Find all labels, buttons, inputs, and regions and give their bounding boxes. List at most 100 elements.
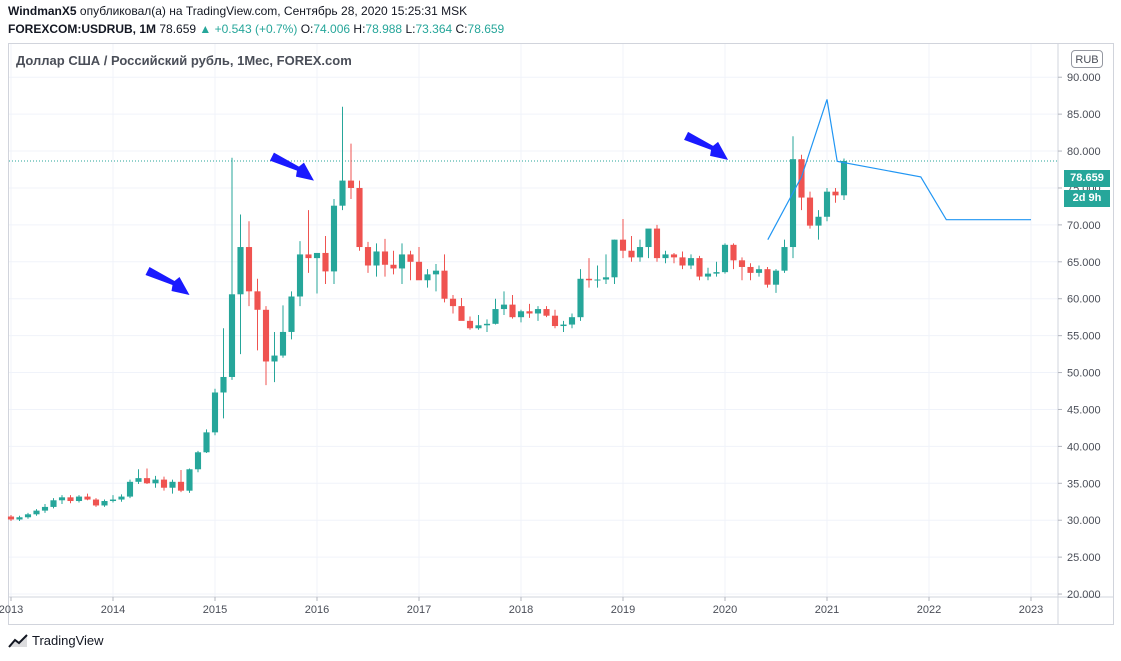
- y-tick-label: 45.000: [1067, 404, 1101, 416]
- candle-body-up: [636, 247, 644, 258]
- candle-body-up: [713, 272, 720, 274]
- candle-body-down: [254, 291, 261, 310]
- candle-body-down: [177, 481, 185, 491]
- candle-body-up: [424, 274, 431, 281]
- candle-body-down: [730, 244, 737, 261]
- candle-body-down: [509, 304, 516, 318]
- candle-body-up: [789, 159, 797, 248]
- candle-body-up: [169, 481, 176, 488]
- candle-body-down: [364, 247, 372, 266]
- candle-body-up: [296, 254, 304, 297]
- candle-body-up: [109, 499, 117, 502]
- candle-body-up: [492, 309, 499, 324]
- low-label: L:: [405, 22, 416, 36]
- candle-body-down: [458, 306, 465, 321]
- x-tick-label: 2022: [917, 604, 941, 616]
- candle-body-down: [7, 516, 15, 520]
- bar-countdown-tag: 2d 9h: [1064, 190, 1110, 207]
- tradingview-brand[interactable]: TradingView: [8, 633, 104, 648]
- x-tick-label: 2014: [101, 604, 125, 616]
- symbol-label: FOREXCOM:USDRUB, 1M: [8, 22, 157, 36]
- candle-body-up: [211, 392, 219, 433]
- candle-body-up: [152, 479, 159, 484]
- candle-body-down: [551, 315, 559, 327]
- candle-body-up: [483, 323, 491, 326]
- x-tick-label: 2018: [509, 604, 533, 616]
- currency-button[interactable]: RUB: [1071, 50, 1103, 68]
- candle-body-up: [755, 269, 763, 273]
- candle-body-down: [466, 320, 474, 329]
- y-tick-label: 25.000: [1067, 552, 1101, 564]
- candle-body-up: [577, 278, 584, 318]
- close-label: C:: [455, 22, 468, 36]
- y-tick-label: 40.000: [1067, 441, 1101, 453]
- x-tick-label: 2015: [203, 604, 227, 616]
- candle-body-down: [628, 250, 635, 258]
- candle-body-down: [619, 239, 627, 251]
- candle-body-down: [543, 309, 550, 316]
- open-label: O:: [300, 22, 314, 36]
- candle-body-down: [322, 252, 329, 272]
- author-name[interactable]: WindmanX5: [8, 4, 77, 18]
- candle-body-up: [560, 324, 567, 327]
- candle-body-up: [373, 251, 380, 266]
- candle-body-down: [92, 499, 100, 506]
- candle-body-up: [41, 506, 49, 511]
- arrow-marker-icon: [684, 131, 729, 160]
- candle-body-up: [534, 309, 542, 314]
- candle-body-up: [781, 247, 788, 271]
- candle-body-up: [704, 273, 712, 277]
- arrow-marker-icon: [145, 267, 190, 296]
- candle-body-down: [526, 311, 533, 314]
- chart-title: Доллар США / Российский рубль, 1Мес, FOR…: [16, 53, 352, 68]
- candle-body-up: [75, 496, 83, 502]
- last-price-tag: 78.659: [1064, 170, 1110, 187]
- candle-body-up: [594, 279, 601, 281]
- candle-body-down: [356, 187, 363, 248]
- candle-body-up: [101, 501, 108, 506]
- candle-body-up: [118, 496, 125, 500]
- candle-body-up: [517, 311, 525, 318]
- arrow-markers: [145, 131, 729, 296]
- candle-body-down: [585, 278, 593, 281]
- candle-body-up: [662, 254, 669, 259]
- projection-line: [767, 99, 1031, 240]
- candle-body-up: [237, 247, 244, 295]
- y-tick-label: 70.000: [1067, 220, 1101, 232]
- candle-body-up: [500, 304, 508, 310]
- low-value: 73.364: [415, 22, 453, 36]
- candle-body-up: [194, 452, 202, 470]
- y-tick-label: 30.000: [1067, 515, 1101, 527]
- last-price: 78.659: [159, 22, 197, 36]
- candle-body-down: [67, 497, 74, 502]
- ohlc-legend: FOREXCOM:USDRUB, 1M 78.659 ▲ +0.543 (+0.…: [8, 22, 504, 36]
- candle-body-up: [815, 216, 822, 226]
- brand-label: TradingView: [32, 633, 104, 648]
- forecast-line: [767, 99, 1031, 240]
- y-tick-label: 55.000: [1067, 331, 1101, 343]
- candle-body-up: [58, 497, 66, 501]
- chart-frame[interactable]: [8, 43, 1114, 625]
- candle-body-down: [143, 478, 151, 484]
- y-tick-label: 60.000: [1067, 294, 1101, 306]
- x-tick-label: 2023: [1019, 604, 1043, 616]
- candle-body-down: [305, 254, 312, 259]
- x-tick-label: 2019: [611, 604, 635, 616]
- candle-body-up: [840, 160, 848, 196]
- y-tick-label: 20.000: [1067, 589, 1101, 601]
- candle-body-up: [279, 331, 287, 356]
- candle-body-up: [772, 270, 780, 285]
- candle-body-down: [747, 266, 754, 273]
- candle-body-up: [330, 205, 338, 272]
- candle-body-down: [245, 247, 253, 292]
- tradingview-logo-icon: [8, 633, 28, 648]
- candle-body-down: [738, 260, 746, 267]
- candle-body-up: [823, 191, 831, 217]
- price-axis: 20.000 25.000 30.000 35.000 40.000 45.000 50.0…: [1058, 72, 1101, 601]
- candle-body-up: [339, 180, 346, 206]
- candle-body-up: [24, 514, 32, 518]
- candle-body-up: [568, 317, 576, 325]
- candle-body-up: [687, 258, 695, 266]
- candle-body-up: [228, 294, 236, 377]
